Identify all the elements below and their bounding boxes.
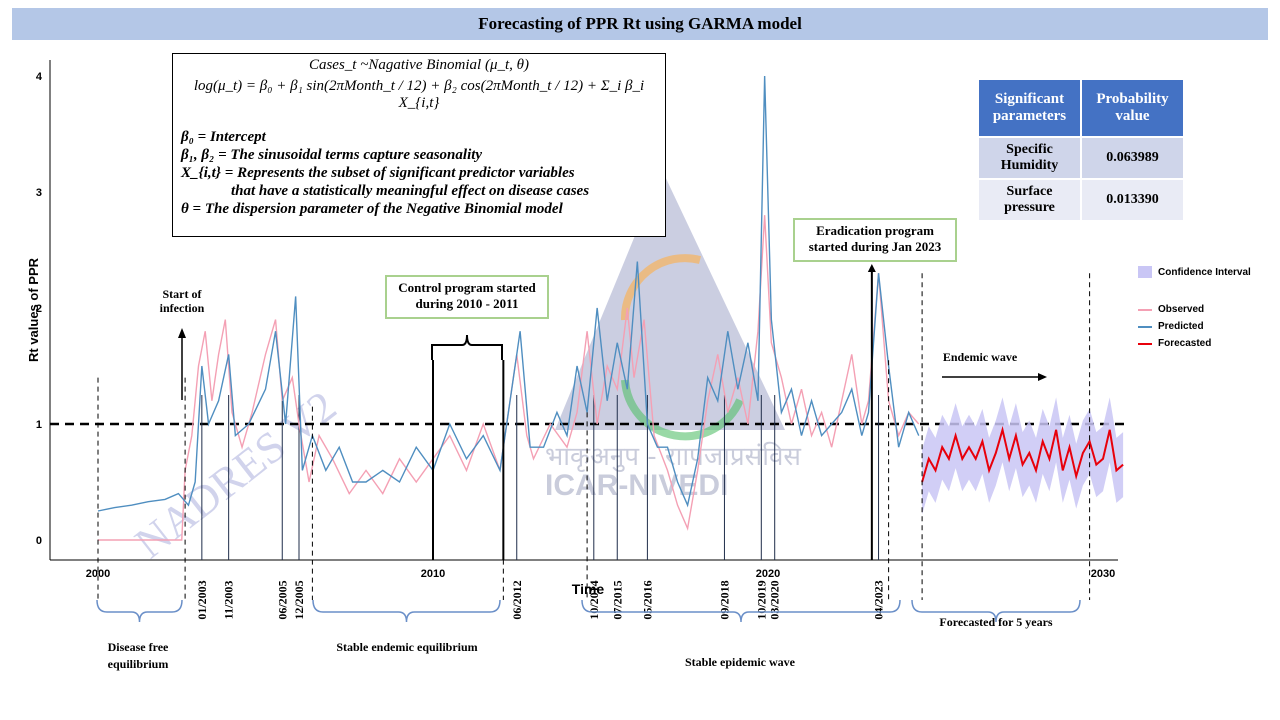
chart-title: Forecasting of PPR Rt using GARMA model bbox=[12, 8, 1268, 40]
y-tick-label: 0 bbox=[36, 535, 42, 547]
legend-item-observed: Observed bbox=[1138, 304, 1204, 315]
event-date-label: 06/2012 bbox=[510, 580, 524, 619]
formula-def-seasonality: β₁, β₂ = The sinusoidal terms capture se… bbox=[181, 147, 483, 163]
watermark-arc-green bbox=[621, 379, 744, 441]
legend-swatch-ci bbox=[1138, 266, 1152, 278]
endemic-wave-label: Endemic wave bbox=[943, 350, 1018, 364]
period-brace bbox=[581, 599, 901, 623]
series-observed bbox=[98, 215, 920, 541]
formula-def-predictors: X_{i,t} = Represents the subset of signi… bbox=[181, 165, 575, 181]
formula-def-intercept: β₀ = Intercept bbox=[181, 129, 266, 145]
infection-arrowhead bbox=[178, 328, 186, 338]
legend-swatch-observed bbox=[1138, 308, 1152, 311]
event-date-label: 05/2016 bbox=[640, 580, 654, 619]
legend-item-forecasted: Forecasted bbox=[1138, 338, 1211, 349]
y-tick-label: 3 bbox=[36, 187, 42, 199]
period-brace bbox=[312, 599, 501, 623]
table-cell: 0.013390 bbox=[1080, 178, 1185, 222]
legend-label: Confidence Interval bbox=[1158, 266, 1251, 278]
table-row: Specific Humidity 0.063989 bbox=[977, 136, 1185, 180]
event-date-label: 03/2020 bbox=[768, 580, 782, 619]
endemic-wave-arrowhead bbox=[1038, 373, 1047, 381]
event-date-label: 10/2014 bbox=[587, 580, 601, 619]
event-date-label: 11/2003 bbox=[222, 581, 236, 620]
chart-axes: 0 1 2 3 4 2000 2010 2020 2030 Rt values of PPR Tim… bbox=[26, 60, 1118, 597]
event-date-label: 06/2005 bbox=[275, 580, 289, 619]
event-date-label: 12/2005 bbox=[292, 580, 306, 619]
watermark-arc-orange bbox=[620, 254, 701, 321]
chart-marks: 01/2003 11/2003 06/2005 12/2005 06/2012 10/20… bbox=[50, 75, 1125, 620]
event-date-label: 04/2023 bbox=[872, 580, 886, 619]
formula-def-predictors-cont: that have a statistically meaningful eff… bbox=[231, 183, 590, 199]
start-of-infection-label: infection bbox=[160, 301, 205, 315]
legend-swatch-predicted bbox=[1138, 325, 1152, 328]
legend-swatch-forecasted bbox=[1138, 342, 1152, 345]
period-label: equilibrium bbox=[108, 657, 169, 671]
watermark-text: ICAR-NIVEDI bbox=[545, 469, 728, 502]
x-tick-label: 2010 bbox=[421, 568, 445, 580]
legend-label: Observed bbox=[1158, 304, 1205, 315]
event-date-label: 09/2018 bbox=[717, 580, 731, 619]
formula-log-link: log(μ_t) = β₀ + β₁ sin(2πMonth_t / 12) +… bbox=[193, 78, 645, 111]
legend-item-predicted: Predicted bbox=[1138, 321, 1204, 332]
legend-label: Predicted bbox=[1158, 321, 1204, 332]
start-of-infection-label: Start of bbox=[163, 287, 203, 301]
formula-box: Cases_t ~Nagative Binomial (μ_t, θ) log(… bbox=[172, 53, 666, 237]
period-brace bbox=[96, 599, 183, 623]
legend-item-ci: Confidence Interval bbox=[1138, 266, 1251, 278]
control-brace bbox=[431, 334, 503, 360]
period-label: Forecasted for 5 years bbox=[939, 615, 1053, 629]
y-axis-title: Rt values of PPR bbox=[26, 257, 41, 362]
event-date-label: 01/2003 bbox=[195, 580, 209, 619]
period-brace bbox=[911, 599, 1081, 623]
eradication-program-callout: Eradication program started during Jan 2… bbox=[793, 218, 957, 262]
control-program-callout: Control program started during 2010 - 20… bbox=[385, 275, 549, 319]
significant-parameters-table: Significant parameters Probability value… bbox=[977, 78, 1185, 222]
y-tick-label: 1 bbox=[36, 419, 42, 431]
period-label: Stable endemic equilibrium bbox=[336, 640, 477, 654]
event-date-label: 10/2019 bbox=[754, 580, 768, 619]
table-header: Significant parameters bbox=[977, 78, 1082, 138]
y-tick-label: 2 bbox=[36, 303, 42, 315]
period-label: Disease free bbox=[108, 640, 169, 654]
formula-distribution: Cases_t ~Nagative Binomial (μ_t, θ) bbox=[308, 57, 530, 73]
series-forecasted bbox=[921, 425, 1124, 483]
x-tick-label: 2000 bbox=[86, 568, 110, 580]
confidence-interval-band bbox=[922, 397, 1124, 515]
formula-def-dispersion: θ = The dispersion parameter of the Nega… bbox=[181, 201, 563, 217]
period-label: Stable epidemic wave bbox=[685, 655, 796, 669]
eradication-arrowhead bbox=[867, 264, 876, 272]
x-tick-label: 2030 bbox=[1091, 568, 1115, 580]
watermark-triangle bbox=[555, 170, 785, 430]
series-predicted bbox=[97, 75, 920, 512]
table-cell: Specific Humidity bbox=[977, 136, 1082, 180]
table-cell: Surface pressure bbox=[977, 178, 1082, 222]
y-tick-label: 4 bbox=[36, 71, 43, 83]
legend-label: Forecasted bbox=[1158, 338, 1212, 349]
x-tick-label: 2020 bbox=[756, 568, 780, 580]
table-row: Surface pressure 0.013390 bbox=[977, 178, 1185, 222]
table-header: Probability value bbox=[1080, 78, 1185, 138]
x-axis-title: Time bbox=[572, 581, 605, 597]
event-date-label: 07/2015 bbox=[610, 580, 624, 619]
table-cell: 0.063989 bbox=[1080, 136, 1185, 180]
